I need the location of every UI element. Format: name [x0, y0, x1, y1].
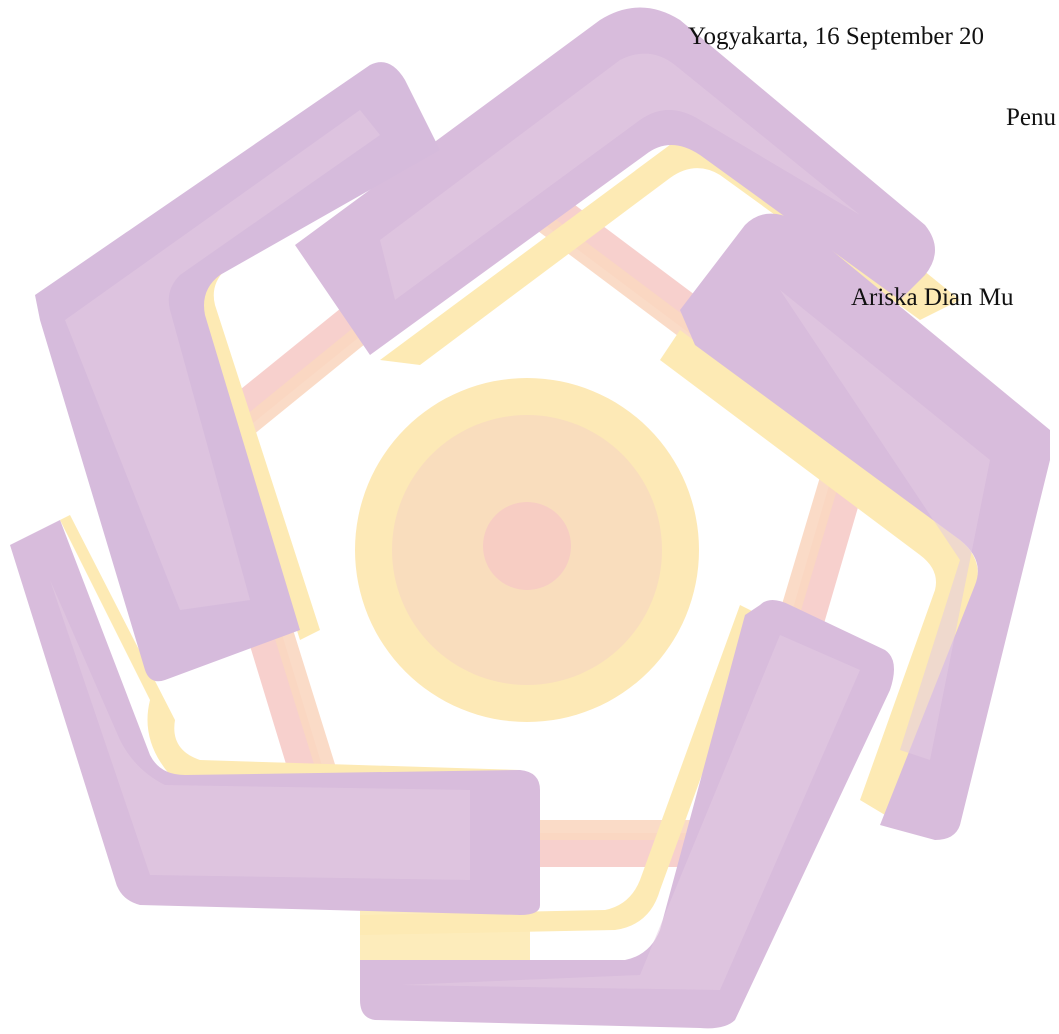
- center-circle: [355, 378, 699, 722]
- author-role-text: Penu: [1006, 105, 1056, 130]
- author-name-text: Ariska Dian Mu: [851, 285, 1013, 310]
- place-date-text: Yogyakarta, 16 September 20: [688, 24, 984, 49]
